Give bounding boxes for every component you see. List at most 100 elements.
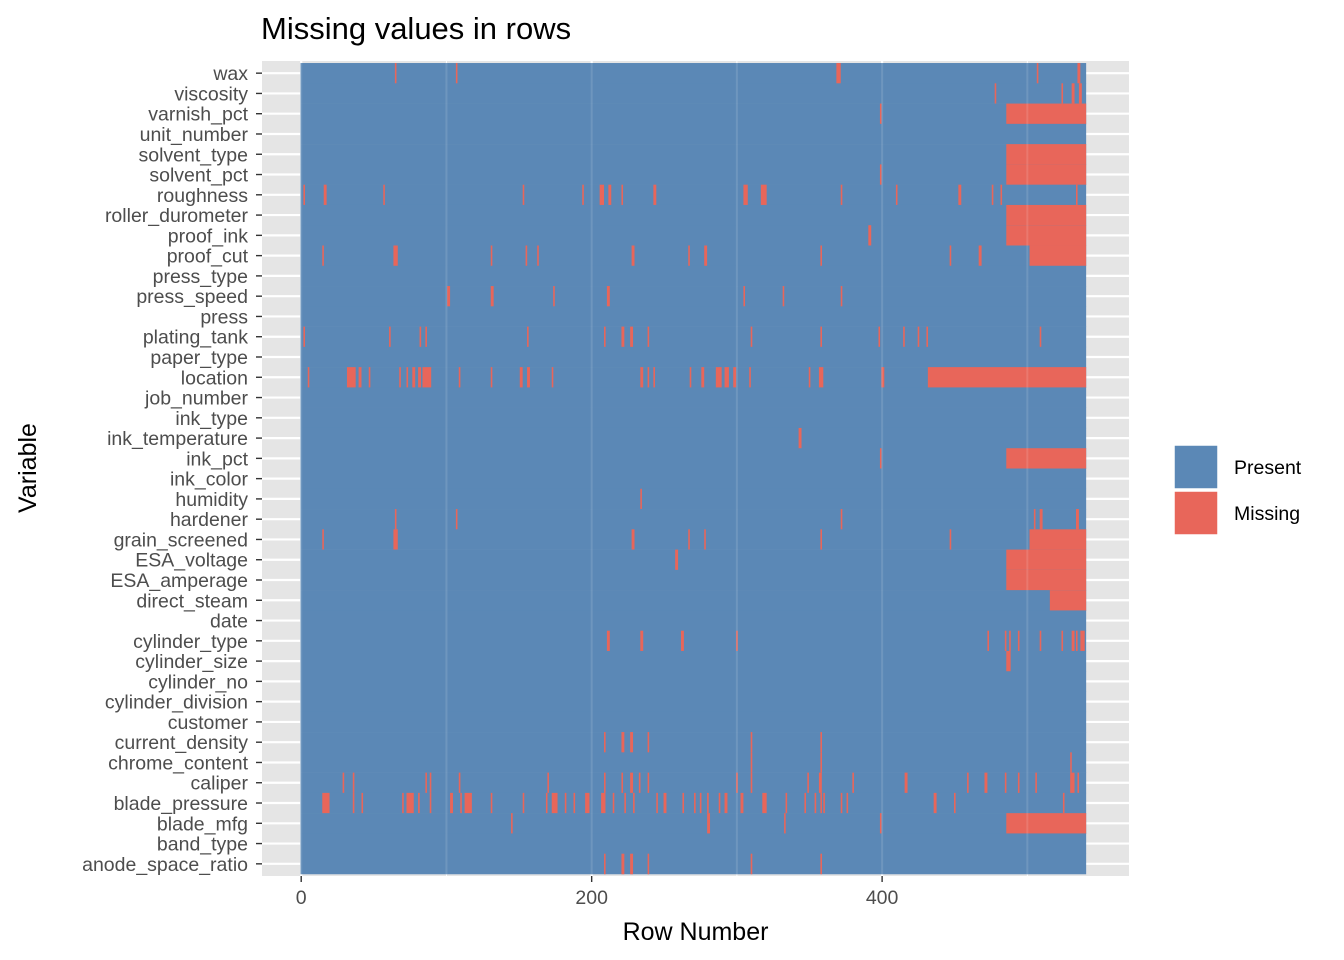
missing-cell-blade_pressure	[633, 792, 635, 814]
missing-cell-location	[715, 367, 722, 388]
present-band-press	[300, 306, 1087, 327]
missing-cell-roughness	[383, 184, 385, 206]
y-tick-label: ESA_voltage	[135, 550, 248, 572]
y-tick-label: roughness	[157, 185, 248, 207]
missing-cell-wax	[394, 63, 397, 84]
missing-cell-blade_pressure	[585, 792, 590, 814]
present-band-caliper	[300, 772, 1087, 794]
missing-cell-plating_tank	[750, 326, 753, 348]
missing-cell-cylinder_type	[1017, 630, 1020, 652]
missing-cell-direct_steam	[1049, 590, 1087, 611]
missing-cell-caliper	[458, 772, 461, 794]
y-tick-label: ESA_amperage	[110, 570, 248, 592]
missing-cell-solvent_pct	[1006, 164, 1087, 185]
missing-cell-location	[358, 367, 362, 388]
y-tick-label: direct_steam	[136, 590, 248, 612]
missing-cell-roughness	[1075, 184, 1078, 206]
missing-cell-caliper	[425, 772, 427, 794]
present-band-cylinder_no	[300, 671, 1087, 692]
missing-cell-caliper	[807, 772, 809, 794]
present-band-varnish_pct	[300, 103, 1087, 125]
y-tick-label: ink_type	[175, 408, 248, 430]
missing-cell-wax	[836, 63, 841, 84]
missing-cell-location	[458, 367, 461, 388]
missing-cell-blade_pressure	[785, 792, 788, 814]
missing-cell-roughness	[582, 184, 584, 206]
present-band-ESA_voltage	[300, 549, 1087, 571]
present-band-solvent_type	[300, 144, 1087, 165]
x-axis: 0 200 400	[296, 876, 899, 909]
present-band-solvent_pct	[300, 164, 1087, 185]
missing-cell-cylinder_type	[1039, 630, 1042, 652]
missing-cell-press_speed	[606, 286, 610, 307]
missing-cell-caliper	[604, 772, 606, 794]
missing-cell-current_density	[630, 732, 634, 753]
present-band-blade_mfg	[300, 813, 1087, 834]
missing-cell-blade_pressure	[601, 792, 606, 814]
missing-cell-blade_pressure	[656, 792, 658, 814]
missing-cell-blade_pressure	[740, 792, 744, 814]
present-band-ink_pct	[300, 448, 1087, 469]
missing-cell-blade_mfg	[707, 813, 711, 834]
y-tick-label: blade_pressure	[114, 793, 248, 815]
missing-cell-wax	[1036, 63, 1039, 84]
missing-cell-proof_ink	[868, 225, 872, 246]
missing-cell-cylinder_type	[1004, 630, 1007, 652]
missing-cell-cylinder_size	[1006, 650, 1011, 672]
missing-cell-anode_space_ratio	[750, 853, 753, 875]
missing-cell-location	[490, 367, 493, 388]
missing-cell-current_density	[647, 732, 650, 753]
missing-cell-location	[519, 367, 523, 388]
missing-cell-hardener	[840, 509, 843, 530]
y-axis-title: Variable	[14, 423, 42, 513]
missing-cell-location	[368, 367, 371, 388]
missing-cell-ink_pct	[1006, 448, 1087, 469]
present-band-plating_tank	[300, 326, 1087, 348]
legend-key-present	[1173, 444, 1219, 490]
missing-cell-proof_cut	[978, 245, 982, 267]
present-band-ink_color	[300, 468, 1087, 490]
missing-cell-cylinder_type	[640, 630, 644, 652]
missing-cell-proof_cut	[393, 245, 398, 267]
y-tick-label: plating_tank	[143, 327, 248, 349]
y-tick-label: band_type	[157, 834, 248, 856]
y-tick-label: blade_mfg	[157, 813, 248, 835]
missing-cell-blade_mfg	[784, 813, 786, 834]
y-tick-label: ink_pct	[186, 448, 248, 470]
present-band-chrome_content	[300, 752, 1087, 773]
missing-cell-plating_tank	[630, 326, 634, 348]
missing-cell-hardener	[394, 509, 397, 530]
missing-cell-viscosity	[1071, 83, 1075, 104]
missing-cell-caliper	[1077, 772, 1080, 794]
y-tick-label: ink_color	[170, 469, 249, 491]
missing-cell-blade_pressure	[402, 792, 404, 814]
missing-cell-viscosity	[1061, 83, 1064, 104]
missing-cell-viscosity	[994, 83, 997, 104]
missing-cell-blade_pressure	[933, 792, 937, 814]
missing-cell-location	[412, 367, 416, 388]
missing-cell-caliper	[736, 772, 738, 794]
y-tick-label: press	[200, 306, 248, 328]
missing-cell-plating_tank	[425, 326, 427, 348]
legend-label-missing: Missing	[1234, 503, 1300, 525]
missing-cell-location	[881, 367, 885, 388]
x-tick-label: 200	[575, 887, 608, 909]
missing-cell-location	[689, 367, 692, 388]
missing-cell-cylinder_type	[1009, 630, 1011, 652]
present-band-direct_steam	[300, 590, 1087, 611]
missing-cell-cylinder_type	[606, 630, 610, 652]
present-band-ESA_amperage	[300, 569, 1087, 591]
missing-cell-roughness	[608, 184, 612, 206]
missing-cell-current_density	[621, 732, 625, 753]
missing-cell-location	[653, 367, 655, 388]
present-band-current_density	[300, 732, 1087, 753]
missing-cell-wax	[455, 63, 458, 84]
y-tick-label: solvent_type	[139, 144, 249, 166]
missing-cell-caliper	[1070, 772, 1075, 794]
y-tick-label: hardener	[170, 509, 249, 531]
missing-cell-chrome_content	[1070, 752, 1072, 773]
missing-cell-cylinder_type	[1061, 630, 1064, 652]
missing-cell-plating_tank	[389, 326, 391, 348]
missing-cell-grain_screened	[704, 529, 706, 550]
